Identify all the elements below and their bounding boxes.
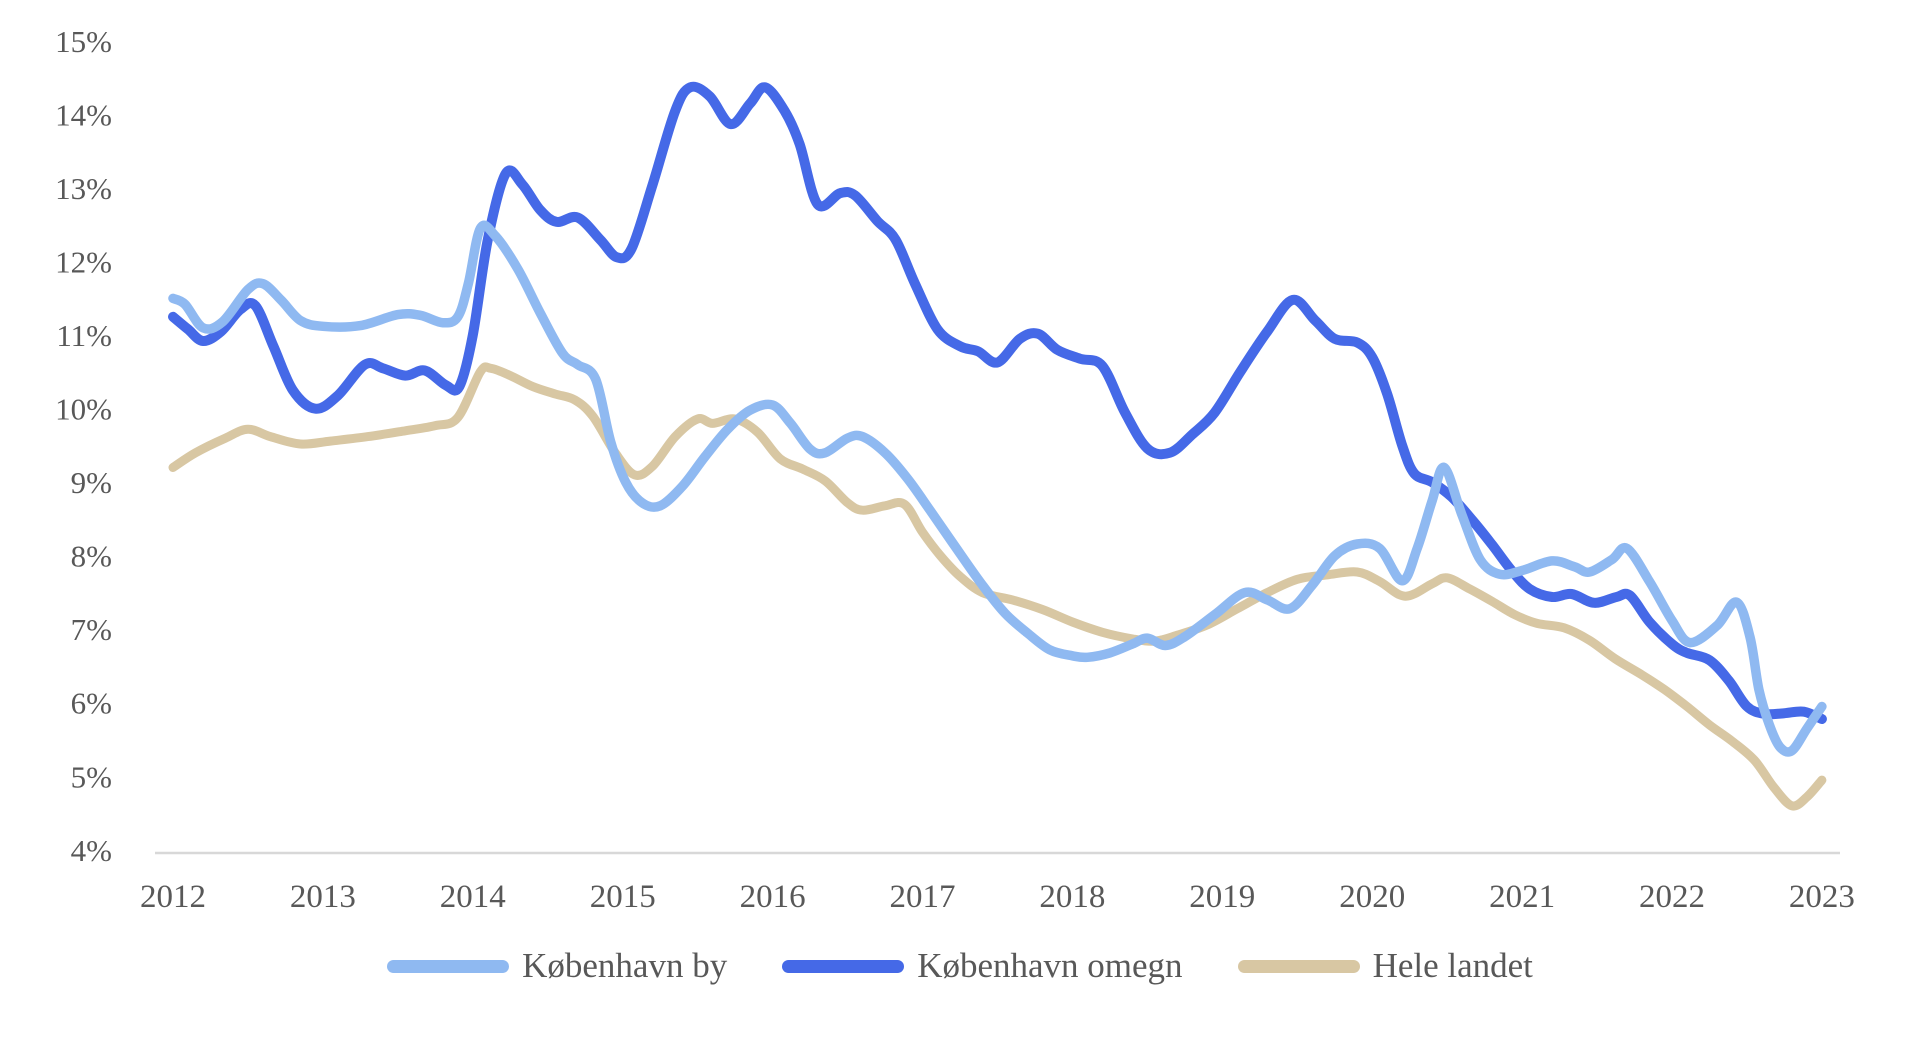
y-tick-label: 6% xyxy=(71,686,112,721)
x-tick-label: 2013 xyxy=(290,879,356,915)
legend-swatch-icon xyxy=(1237,959,1360,973)
y-tick-label: 12% xyxy=(55,244,112,279)
y-tick-label: 4% xyxy=(71,833,112,868)
legend-swatch-icon xyxy=(387,959,510,973)
y-tick-label: 11% xyxy=(56,318,112,353)
series-line-k-benhavn-omegn xyxy=(168,81,1827,724)
x-tick-label: 2016 xyxy=(740,879,806,915)
legend-label: København by xyxy=(522,946,728,985)
x-tick-label: 2014 xyxy=(440,879,506,915)
chart-legend: København by København omegn Hele landet xyxy=(0,946,1920,986)
y-tick-label: 9% xyxy=(71,465,112,500)
series-line-k-benhavn-by xyxy=(168,220,1827,757)
y-tick-label: 15% xyxy=(55,24,112,59)
y-tick-label: 10% xyxy=(55,392,112,427)
legend-label: København omegn xyxy=(917,946,1183,985)
legend-swatch-icon xyxy=(782,959,905,973)
x-tick-label: 2015 xyxy=(590,879,656,915)
x-tick-label: 2017 xyxy=(890,879,956,915)
y-tick-label: 8% xyxy=(71,539,112,574)
y-tick-label: 14% xyxy=(55,97,112,132)
x-tick-label: 2023 xyxy=(1789,879,1855,915)
y-tick-label: 13% xyxy=(55,171,112,206)
y-tick-label: 5% xyxy=(71,759,112,794)
x-tick-label: 2018 xyxy=(1039,879,1105,915)
x-tick-label: 2019 xyxy=(1189,879,1255,915)
series-line-hele-landet xyxy=(168,362,1827,811)
legend-item-2: København omegn xyxy=(782,946,1183,986)
x-tick-label: 2020 xyxy=(1339,879,1405,915)
x-tick-label: 2021 xyxy=(1489,879,1555,915)
y-tick-label: 7% xyxy=(71,612,112,647)
legend-label: Hele landet xyxy=(1372,946,1533,985)
x-tick-label: 2012 xyxy=(140,879,206,915)
legend-item-3: Hele landet xyxy=(1237,946,1533,986)
legend-item-1: København by xyxy=(387,946,727,986)
x-tick-label: 2022 xyxy=(1639,879,1705,915)
